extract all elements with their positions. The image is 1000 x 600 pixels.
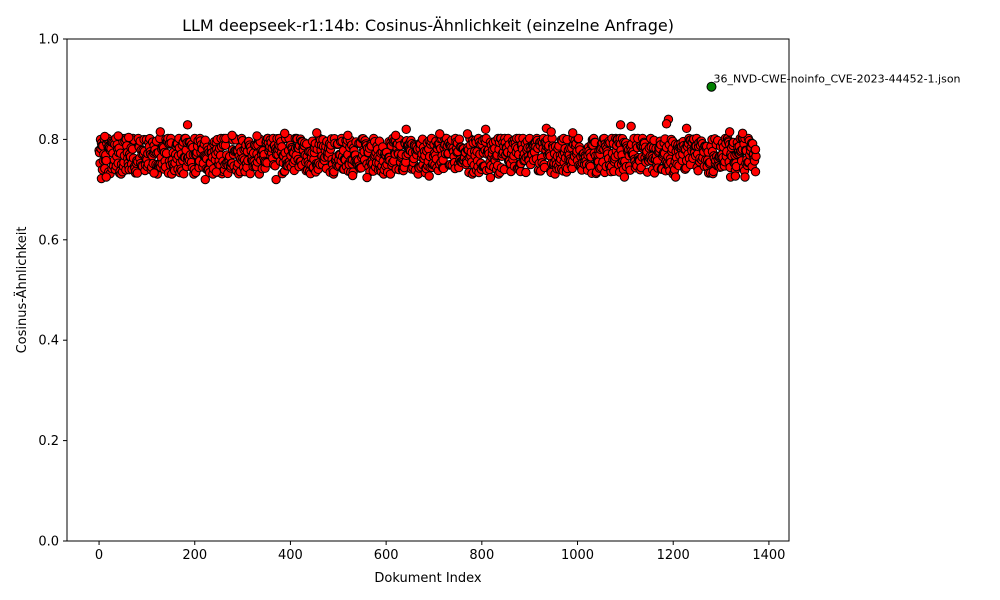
x-tick-label: 1200 (657, 548, 690, 563)
points-layer (94, 114, 761, 185)
highlight-label: 36_NVD-CWE-noinfo_CVE-2023-44452-1.json (713, 73, 960, 86)
data-point (200, 174, 210, 185)
data-point (401, 124, 411, 135)
data-point (280, 128, 290, 139)
data-point (347, 170, 358, 181)
x-tick-label: 400 (278, 548, 303, 563)
data-point (101, 172, 111, 182)
data-point (124, 132, 134, 143)
data-point (521, 167, 531, 178)
data-point (615, 120, 626, 130)
data-point (626, 121, 636, 132)
data-point (211, 167, 221, 177)
data-point (480, 124, 491, 135)
data-point (750, 167, 761, 177)
plot-frame (66, 38, 790, 542)
x-tick-label: 200 (182, 548, 207, 563)
x-tick-label: 800 (469, 548, 494, 563)
x-tick-label: 600 (374, 548, 399, 563)
x-axis-label: Dokument Index (374, 571, 482, 586)
y-tick-label: 0.8 (38, 133, 59, 148)
data-point (271, 174, 281, 185)
x-tick-label: 1000 (561, 548, 594, 563)
highlight-layer: 36_NVD-CWE-noinfo_CVE-2023-44452-1.json (706, 73, 961, 92)
y-axis-label: Cosinus-Ähnlichkeit (14, 227, 30, 354)
data-point (101, 155, 111, 166)
data-point (391, 130, 401, 141)
data-point (730, 171, 741, 181)
x-tick-label: 0 (95, 548, 103, 563)
data-point (670, 172, 681, 182)
data-point (661, 119, 672, 129)
data-point (100, 131, 110, 142)
data-point (252, 131, 262, 141)
data-point (149, 168, 159, 178)
data-point (737, 128, 748, 139)
data-point (424, 171, 434, 181)
data-point (740, 172, 750, 182)
chart-title: LLM deepseek-r1:14b: Cosinus-Ähnlichkeit… (182, 16, 674, 35)
data-point (227, 130, 237, 141)
data-point (462, 129, 473, 139)
data-point (750, 144, 761, 155)
data-point (435, 129, 445, 139)
data-point (724, 127, 735, 137)
y-tick-label: 1.0 (38, 33, 59, 48)
y-tick-label: 0.0 (38, 535, 59, 550)
data-point (454, 134, 465, 144)
data-point (681, 123, 692, 134)
data-point (485, 172, 496, 183)
y-axis: 0.0 0.2 0.4 0.6 0.8 1.0 (38, 33, 67, 550)
data-point (182, 120, 193, 130)
y-tick-label: 0.2 (38, 434, 59, 449)
x-axis: 0 200 400 600 800 1000 1200 1400 (95, 541, 785, 563)
data-point (619, 172, 630, 182)
data-point (362, 172, 372, 183)
y-tick-label: 0.4 (38, 334, 59, 349)
data-point (155, 127, 166, 137)
data-point (113, 131, 123, 141)
data-point (546, 127, 556, 137)
data-point (568, 128, 578, 138)
data-point (312, 128, 322, 138)
x-tick-label: 1400 (752, 548, 785, 563)
data-point (693, 166, 703, 176)
data-point (343, 130, 353, 141)
highlight-point (706, 81, 717, 92)
y-tick-label: 0.6 (38, 233, 59, 248)
